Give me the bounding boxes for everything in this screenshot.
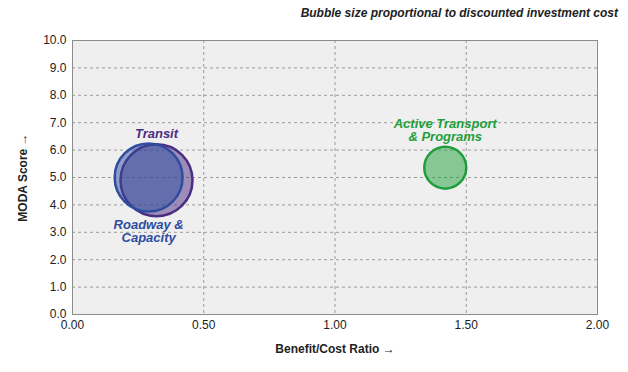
svg-text:Benefit/Cost Ratio →: Benefit/Cost Ratio → xyxy=(275,342,394,356)
svg-text:1.00: 1.00 xyxy=(323,318,347,332)
svg-text:6.0: 6.0 xyxy=(50,143,67,157)
svg-text:7.0: 7.0 xyxy=(50,116,67,130)
svg-text:9.0: 9.0 xyxy=(50,61,67,75)
svg-text:0.50: 0.50 xyxy=(192,318,216,332)
html-text:Bubble size proportional to di: Bubble size proportional to discounted i… xyxy=(300,6,618,20)
svg-text:4.0: 4.0 xyxy=(50,198,67,212)
svg-text:10.0: 10.0 xyxy=(43,33,67,47)
svg-text:1.0: 1.0 xyxy=(50,280,67,294)
svg-text:0.00: 0.00 xyxy=(61,318,85,332)
svg-text:MODA Score →: MODA Score → xyxy=(16,133,30,221)
svg-text:3.0: 3.0 xyxy=(50,225,67,239)
svg-text:Roadway &Capacity: Roadway &Capacity xyxy=(114,217,184,245)
svg-text:1.50: 1.50 xyxy=(455,318,479,332)
svg-text:Active Transport& Programs: Active Transport& Programs xyxy=(393,116,498,144)
svg-text:Transit: Transit xyxy=(135,126,179,141)
svg-text:2.00: 2.00 xyxy=(586,318,610,332)
svg-text:2.0: 2.0 xyxy=(50,253,67,267)
svg-text:5.0: 5.0 xyxy=(50,170,67,184)
svg-text:0.0: 0.0 xyxy=(49,307,67,322)
svg-text:8.0: 8.0 xyxy=(50,88,67,102)
